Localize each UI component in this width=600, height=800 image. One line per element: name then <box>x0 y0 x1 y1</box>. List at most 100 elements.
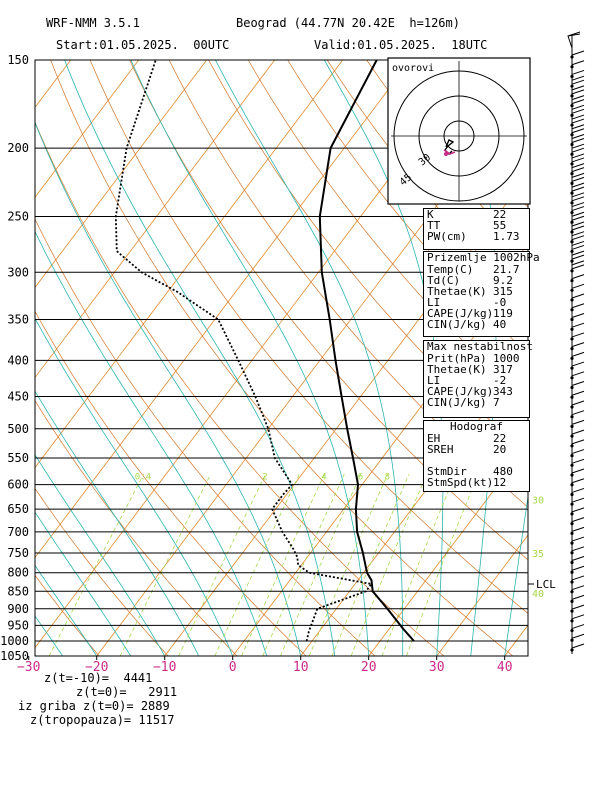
index-label: StmSpd(kt) <box>427 476 494 489</box>
y-tick-label: 400 <box>7 353 29 367</box>
wind-barb <box>570 361 585 370</box>
start-label: Start:01.05.2025. 00UTC <box>56 38 230 52</box>
y-tick-label: 950 <box>7 618 29 632</box>
index-value: 22 <box>493 208 507 221</box>
index-label: Prit(hPa) <box>427 352 487 365</box>
wind-barb <box>570 303 585 312</box>
mixing-ratio-line <box>262 474 345 656</box>
isotherm-line <box>35 60 140 199</box>
moist-adiabat-line <box>35 121 302 656</box>
wind-barb <box>570 342 585 351</box>
index-row: SREH 20 <box>424 444 529 455</box>
index-row: CIN(J/kg) 40 <box>424 319 529 330</box>
wind-barb <box>570 322 585 331</box>
y-tick-label: 1050 <box>0 649 29 663</box>
index-label: LI <box>427 374 441 387</box>
index-row: CAPE(J/kg) 343 <box>424 386 529 397</box>
wind-barb <box>570 536 585 545</box>
index-row: StmDir 480 <box>424 466 529 477</box>
wind-barb <box>570 153 585 166</box>
index-row: Temp(C) 21.7 <box>424 264 529 275</box>
y-tick-label: 1000 <box>0 634 29 648</box>
hodo-title: Hodograf <box>450 420 503 433</box>
mixing-ratio-line <box>280 474 362 656</box>
wind-barb <box>570 283 585 292</box>
moist-adiabat-label: 40 <box>532 589 544 600</box>
index-label: Temp(C) <box>427 263 474 276</box>
isotherm-line <box>35 60 276 379</box>
index-value: 480 <box>493 465 513 478</box>
y-tick-label: 500 <box>7 422 29 436</box>
index-row: PW(cm) 1.73 <box>424 231 529 242</box>
y-tick-label: 650 <box>7 502 29 516</box>
storm-motion-marker <box>444 152 448 156</box>
wind-barb <box>570 556 585 565</box>
lcl-label: LCL <box>536 578 556 591</box>
wind-barb <box>570 351 585 360</box>
wind-barb <box>570 575 585 584</box>
moist-adiabat-line <box>35 230 268 656</box>
index-row: CAPE(J/kg) 119 <box>424 308 529 319</box>
surface-indices-box: Prizemlje 1002hPa Temp(C) 21.7 Td(C) 9.2 The… <box>423 251 540 337</box>
isotherm-line <box>0 60 3 656</box>
wind-barb <box>570 565 585 574</box>
index-label: LI <box>427 296 441 309</box>
wind-barb <box>570 202 585 215</box>
moist-adiabat-label: 35 <box>532 549 544 560</box>
index-label: CAPE(J/kg) <box>427 385 494 398</box>
mixing-ratio-line <box>241 474 325 656</box>
moist-adiabat-line <box>35 390 200 656</box>
maxunst-title: Max nestabilnost <box>427 340 533 353</box>
surface-title: Prizemlje 1002hPa <box>427 251 540 264</box>
wind-barb <box>570 182 585 195</box>
index-value: 317 <box>493 363 513 376</box>
x-tick-label: −10 <box>153 660 176 675</box>
wind-barb <box>570 478 585 487</box>
wind-barb <box>570 624 585 633</box>
wind-barb <box>570 172 585 185</box>
dry-adiabat-line <box>35 121 445 656</box>
model-label: WRF-NMM 3.5.1 <box>46 16 140 30</box>
wind-barb <box>570 400 585 409</box>
index-row: CIN(J/kg) 7 <box>424 397 529 408</box>
wind-barb <box>570 60 585 69</box>
index-value: 9.2 <box>493 274 513 287</box>
mixing-ratio-line <box>331 474 410 656</box>
wind-barb <box>570 332 585 341</box>
wind-barb <box>570 439 585 448</box>
wind-barb <box>570 604 585 613</box>
index-value: 7 <box>493 396 500 409</box>
wind-barb <box>570 507 585 516</box>
index-label: TT <box>427 219 441 232</box>
wind-barb <box>570 260 585 273</box>
dewpoint-profile <box>114 60 373 642</box>
wind-barb <box>570 410 585 419</box>
y-tick-label: 600 <box>7 478 29 492</box>
index-label: K <box>427 208 434 221</box>
x-tick-label: 10 <box>293 660 309 675</box>
wind-barb <box>570 274 585 283</box>
index-row: Thetae(K) 317 <box>424 364 529 375</box>
wind-barb <box>570 192 585 205</box>
index-label: SREH <box>427 443 454 456</box>
index-row: StmSpd(kt) 12 <box>424 477 529 488</box>
hodograph-indices-box: Hodograf EH 22 SREH 20 StmDir 480 StmSpd(kt) 12 <box>423 420 530 492</box>
index-value: 343 <box>493 385 513 398</box>
wind-barb <box>570 75 585 88</box>
dry-adiabat-line <box>168 60 528 508</box>
index-value: 1000 <box>493 352 520 365</box>
index-row: LI -2 <box>424 375 529 386</box>
index-label: StmDir <box>427 465 467 478</box>
x-tick-label: 30 <box>429 660 445 675</box>
x-tick-label: −20 <box>85 660 108 675</box>
isotherm-line <box>35 60 208 289</box>
wind-barb <box>570 546 585 555</box>
wind-barb <box>570 85 585 98</box>
wind-barb <box>570 134 585 147</box>
isotherm-line <box>164 174 528 656</box>
hodograph-title: ovorovi <box>392 63 434 74</box>
wind-barb <box>570 124 585 137</box>
x-tick-label: −30 <box>17 660 40 675</box>
wind-barb <box>570 240 585 254</box>
wind-barb <box>570 381 585 390</box>
